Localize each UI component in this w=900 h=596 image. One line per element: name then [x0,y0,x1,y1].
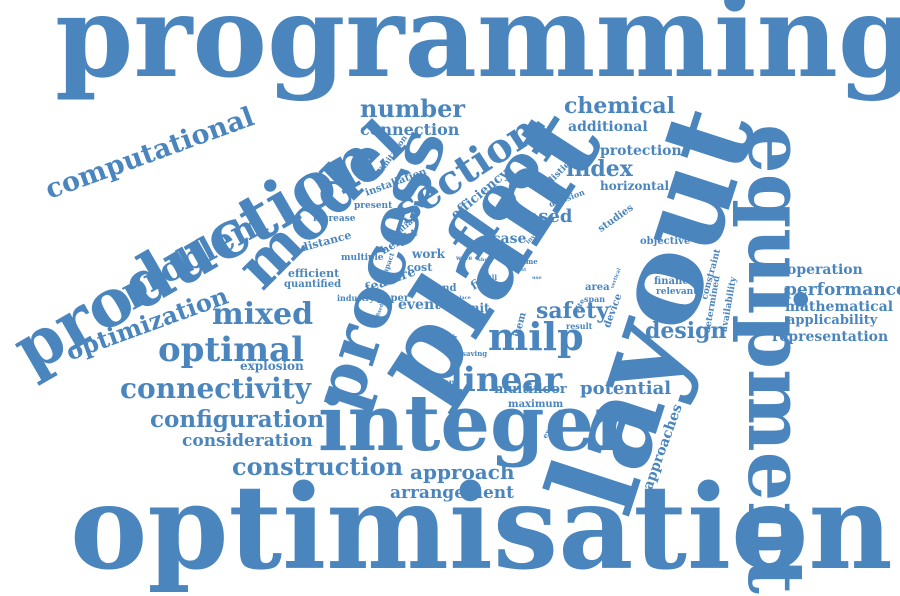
word-multiple: multiple [341,253,384,263]
word-explosion: explosion [240,359,304,373]
word-protection: protection [600,143,682,159]
word-amount: amount [424,377,459,387]
word-industry: industry [337,293,375,303]
word-objective: objective [640,236,691,247]
word-representation: representation [772,329,889,345]
word-multifloor: multifloor [494,382,567,397]
word-horizontal: horizontal [600,179,670,193]
word-span: span [584,294,606,304]
word-index: index [566,156,633,182]
word-cost: cost [407,261,433,274]
word-configuration: configuration [150,406,325,433]
word-tall: tall [484,273,498,282]
word-optimal: optimal [158,330,304,370]
word-time: time [520,257,538,266]
word-financial: financial [654,276,703,287]
word-result: result [566,321,593,331]
word-unit: unit [462,301,490,315]
word-computational: computational [41,101,259,206]
word-case: case [492,231,527,247]
word-integer: integer [318,378,636,469]
word-maximum: maximum [508,399,564,410]
word-consideration: consideration [182,431,313,451]
word-applicability: applicability [787,313,878,328]
word-increase: increase [313,214,356,224]
word-paper: paper [377,293,410,304]
word-additional: additional [568,119,648,135]
word-optimisation: optimisation [70,460,893,596]
word-present: present [354,201,393,211]
word-use: use [532,275,542,281]
word-operation: operation [787,262,863,278]
word-event: event [398,297,441,313]
word-based: based [514,206,573,227]
word-chemical: chemical [564,93,676,119]
word-approach: approach [410,460,515,484]
word-work: work [412,247,445,261]
word-design: design [645,318,727,344]
word-programming: programming [55,0,900,103]
word-equipment: equipment [729,124,821,594]
word-short: short [478,257,493,263]
word-milp: milp [488,314,584,359]
word-linear: linear [450,360,563,400]
word-saving: saving [462,349,488,358]
word-efficient: efficient [288,267,340,280]
word-connection: connection [360,120,460,139]
word-mixed: mixed [212,297,314,332]
word-mathematical: mathematical [785,299,894,315]
word-wave: wave [456,255,473,262]
word-quantified: quantified [284,279,342,290]
word-place: place [456,295,471,301]
word-potential: potential [580,378,672,399]
word-construction: construction [232,452,404,481]
word-relevant: relevant [656,287,698,297]
word-arrangement: arrangement [390,483,515,503]
word-land: land [432,283,457,294]
word-performance: performance [785,280,900,300]
word-connectivity: connectivity [120,372,311,405]
word-area: area [585,282,610,293]
word-number: number [360,94,465,123]
word-safety: safety [536,298,610,324]
word-last: last [516,267,527,273]
